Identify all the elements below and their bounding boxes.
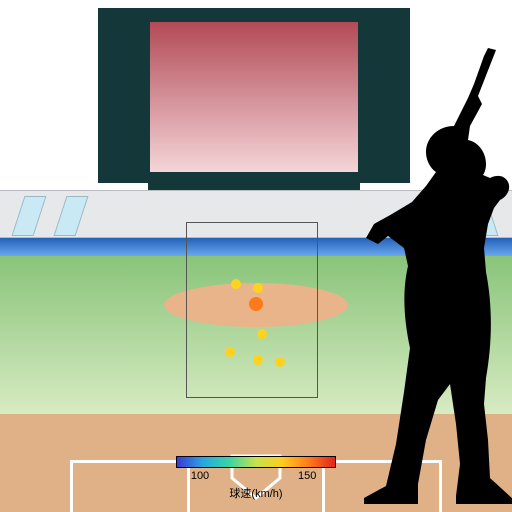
pitch-marker (257, 329, 267, 339)
speed-legend: 100 150 球速(km/h) (176, 456, 336, 501)
speed-ticks: 100 150 (176, 470, 336, 484)
speed-colorbar (176, 456, 336, 468)
speed-tick: 150 (298, 470, 316, 482)
speed-axis-label: 球速(km/h) (176, 485, 336, 501)
pitch-marker (275, 357, 285, 367)
pitch-marker (231, 279, 241, 289)
speed-tick: 100 (191, 470, 209, 482)
batter-silhouette (318, 48, 512, 504)
pitch-marker (225, 347, 235, 357)
pitch-marker (253, 283, 263, 293)
pitch-location-chart: 100 150 球速(km/h) (0, 0, 512, 512)
pitch-marker (249, 297, 263, 311)
pitch-marker (253, 355, 263, 365)
